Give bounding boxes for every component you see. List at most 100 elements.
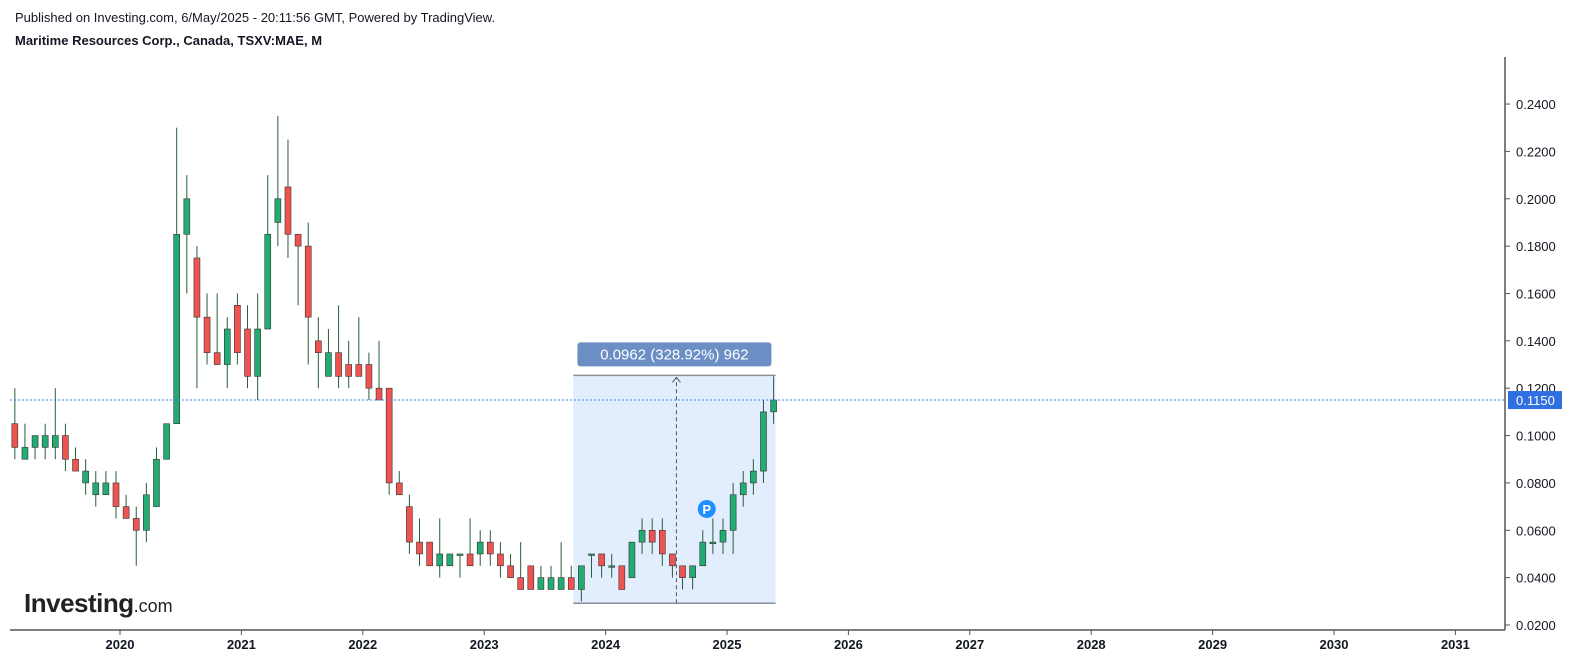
candle-body (254, 328, 261, 377)
candle-body (618, 565, 626, 590)
y-tick-label: 0.0400 (1516, 571, 1556, 586)
candle-body (567, 577, 575, 590)
x-tick-label: 2030 (1320, 637, 1349, 652)
candle-body (315, 340, 322, 353)
x-tick-label: 2024 (591, 637, 621, 652)
candle-body (41, 435, 49, 448)
candle-layer (11, 115, 777, 602)
candle-body (638, 529, 646, 543)
published-info: Published on Investing.com, 6/May/2025 -… (15, 10, 496, 25)
candle-body (598, 553, 605, 567)
x-tick-label: 2027 (955, 637, 984, 652)
candle-body (203, 316, 211, 353)
y-tick-label: 0.0800 (1516, 476, 1556, 491)
candle-body (365, 364, 373, 389)
candle-body (325, 352, 332, 377)
candle-body (729, 494, 737, 531)
candle-body (588, 553, 595, 556)
candle-body (335, 352, 342, 377)
x-tick-label: 2023 (470, 637, 499, 652)
candle-body (507, 565, 514, 578)
candle-body (487, 541, 494, 555)
candle-body (497, 553, 504, 567)
y-tick-label: 0.2000 (1516, 192, 1556, 207)
candle-body (770, 399, 777, 413)
candle-body (284, 186, 292, 235)
candle-body (112, 482, 120, 507)
candle-body (132, 518, 140, 531)
candle-body (476, 541, 484, 555)
candle-body (436, 553, 444, 567)
candle-body (173, 233, 180, 425)
symbol-title: Maritime Resources Corp., Canada, TSXV:M… (15, 33, 323, 48)
candle-body (92, 482, 100, 496)
candle-body (628, 541, 636, 578)
investing-logo: Investing.com (24, 588, 173, 619)
candle-body (213, 352, 221, 365)
x-tick-label: 2022 (348, 637, 377, 652)
candle-body (760, 411, 767, 472)
candle-body (517, 577, 524, 590)
x-tick-label: 2026 (834, 637, 863, 652)
candle-body (446, 553, 454, 567)
candle-body (244, 328, 251, 377)
candle-body (21, 447, 29, 460)
candle-body (750, 470, 757, 484)
candle-body (11, 423, 19, 448)
y-tick-label: 0.2400 (1516, 97, 1556, 112)
x-tick-label: 2029 (1198, 637, 1227, 652)
logo-main: Investing (24, 588, 134, 618)
measure-label: 0.0962 (328.92%) 962 (600, 346, 748, 363)
candle-body (466, 553, 474, 567)
axis-layer: 0.02000.04000.06000.08000.10000.12000.14… (10, 57, 1562, 652)
candle-body (193, 257, 201, 318)
candle-body (345, 364, 352, 377)
candle-body (406, 506, 413, 543)
marker-circle (697, 499, 716, 518)
overlay-layer: 0.0962 (328.92%) 962 P (10, 342, 1505, 518)
candle-body (648, 529, 656, 543)
candle-body (82, 470, 89, 484)
candle-body (658, 529, 666, 555)
last-price-label-box (1508, 391, 1562, 410)
candle-body (51, 435, 59, 448)
candle-body (294, 233, 302, 247)
candle-body (679, 565, 686, 578)
candle-body (689, 565, 696, 578)
y-tick-label: 0.1000 (1516, 429, 1556, 444)
candle-body (122, 506, 130, 519)
candle-body (456, 553, 464, 556)
y-tick-label: 0.1800 (1516, 239, 1556, 254)
logo-suffix: .com (133, 596, 173, 616)
candle-body (739, 482, 747, 496)
x-tick-label: 2031 (1441, 637, 1470, 652)
candle-body (699, 541, 707, 567)
candle-body (264, 233, 272, 330)
candle-body (274, 198, 282, 223)
candle-body (143, 494, 150, 531)
candle-body (31, 435, 39, 448)
candle-body (355, 364, 363, 377)
candle-body (375, 387, 383, 401)
candle-body (527, 565, 535, 590)
candle-body (163, 423, 170, 460)
y-tick-label: 0.2200 (1516, 144, 1556, 159)
x-tick-label: 2020 (106, 637, 135, 652)
candle-body (304, 245, 312, 318)
y-tick-label: 0.1400 (1516, 334, 1556, 349)
last-price-label: 0.1150 (1516, 393, 1555, 408)
candle-body (183, 198, 191, 235)
y-tick-label: 0.0600 (1516, 523, 1556, 538)
candle-body (669, 553, 676, 567)
candle-body (395, 482, 403, 496)
candle-body (62, 435, 69, 460)
y-tick-label: 0.1600 (1516, 286, 1556, 301)
candle-body (234, 305, 241, 353)
candle-body (223, 328, 231, 365)
candle-body (557, 577, 565, 590)
candle-body (416, 541, 423, 555)
x-tick-label: 2025 (713, 637, 742, 652)
candle-body (102, 482, 110, 496)
x-tick-label: 2028 (1077, 637, 1106, 652)
